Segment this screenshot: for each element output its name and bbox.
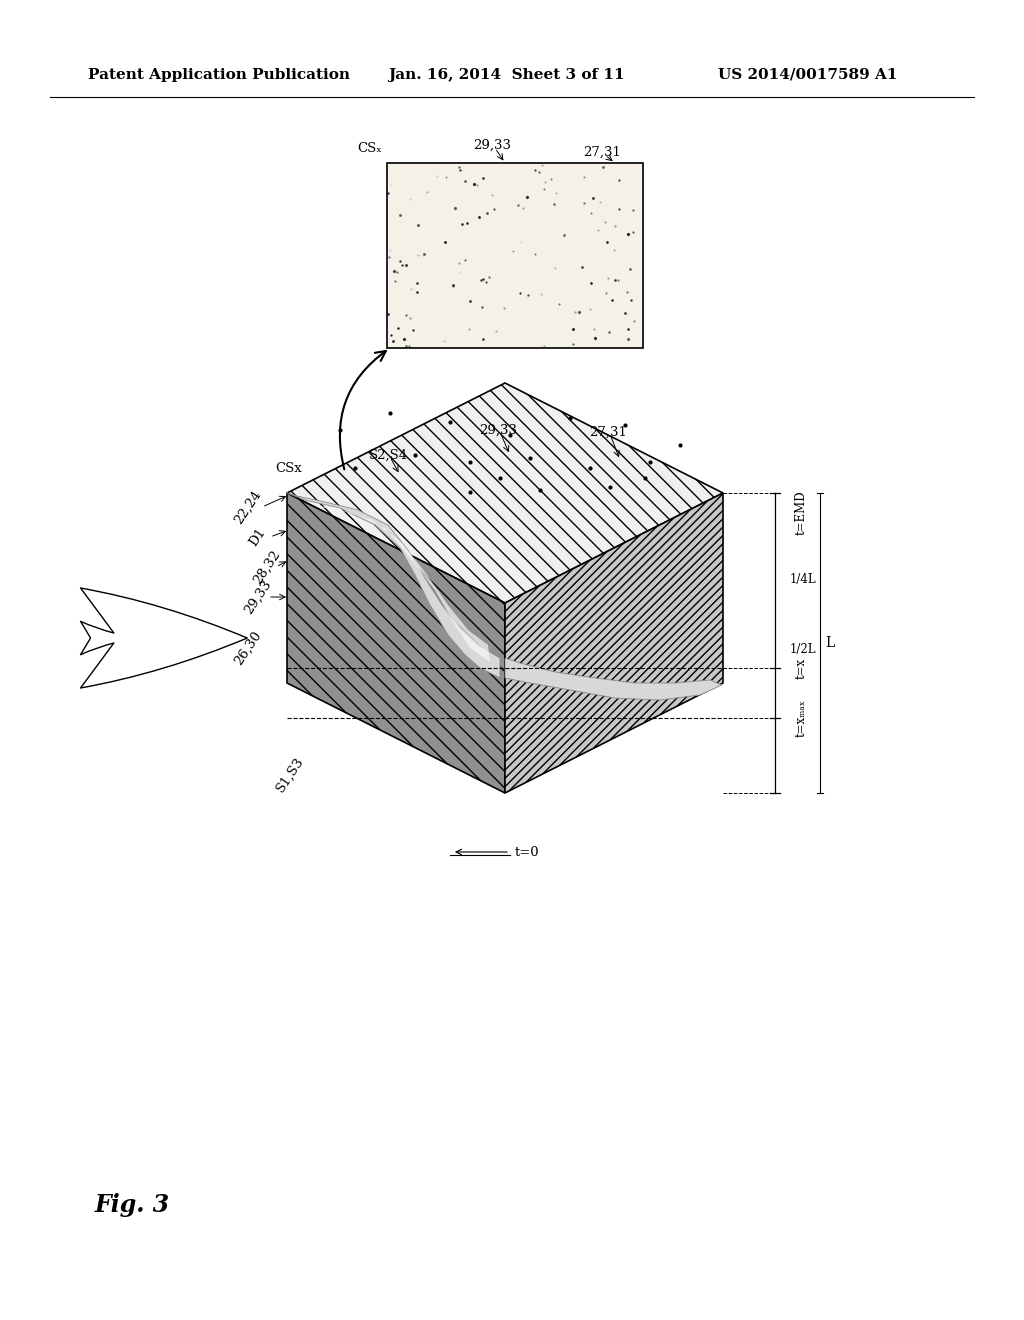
Text: 1/2L: 1/2L [790, 644, 816, 656]
Polygon shape [315, 506, 490, 663]
Text: t=xₘₐₓ: t=xₘₐₓ [795, 700, 808, 737]
Text: D1: D1 [248, 525, 268, 549]
Text: 1/4L: 1/4L [790, 573, 816, 586]
Text: Patent Application Publication: Patent Application Publication [88, 69, 350, 82]
Text: 22,24: 22,24 [232, 488, 264, 527]
Text: 27,31: 27,31 [589, 425, 627, 438]
Polygon shape [287, 383, 723, 603]
Text: 26,30: 26,30 [232, 628, 264, 668]
Text: 27,31: 27,31 [583, 145, 621, 158]
Text: S2,S4: S2,S4 [369, 449, 408, 462]
Text: CSₓ: CSₓ [357, 141, 382, 154]
Polygon shape [505, 657, 722, 700]
Text: Jan. 16, 2014  Sheet 3 of 11: Jan. 16, 2014 Sheet 3 of 11 [388, 69, 625, 82]
Bar [387, 162, 643, 348]
Text: 29,33: 29,33 [479, 424, 517, 437]
Text: t=0: t=0 [515, 846, 540, 859]
Text: Fig. 3: Fig. 3 [95, 1193, 170, 1217]
Text: S1,S3: S1,S3 [273, 755, 306, 795]
Text: 29,33: 29,33 [473, 139, 511, 152]
Text: US 2014/0017589 A1: US 2014/0017589 A1 [718, 69, 897, 82]
Text: L: L [825, 636, 835, 649]
Text: VP: VP [180, 631, 200, 645]
Polygon shape [505, 492, 723, 793]
Text: t=x: t=x [795, 657, 808, 678]
Text: 29,33: 29,33 [242, 578, 274, 616]
Text: CSx: CSx [275, 462, 302, 474]
FancyArrowPatch shape [340, 351, 386, 470]
Polygon shape [287, 492, 505, 793]
Polygon shape [287, 492, 500, 678]
Text: 28,32: 28,32 [251, 548, 283, 586]
FancyArrowPatch shape [81, 587, 247, 688]
Text: t=EMD: t=EMD [795, 490, 808, 535]
